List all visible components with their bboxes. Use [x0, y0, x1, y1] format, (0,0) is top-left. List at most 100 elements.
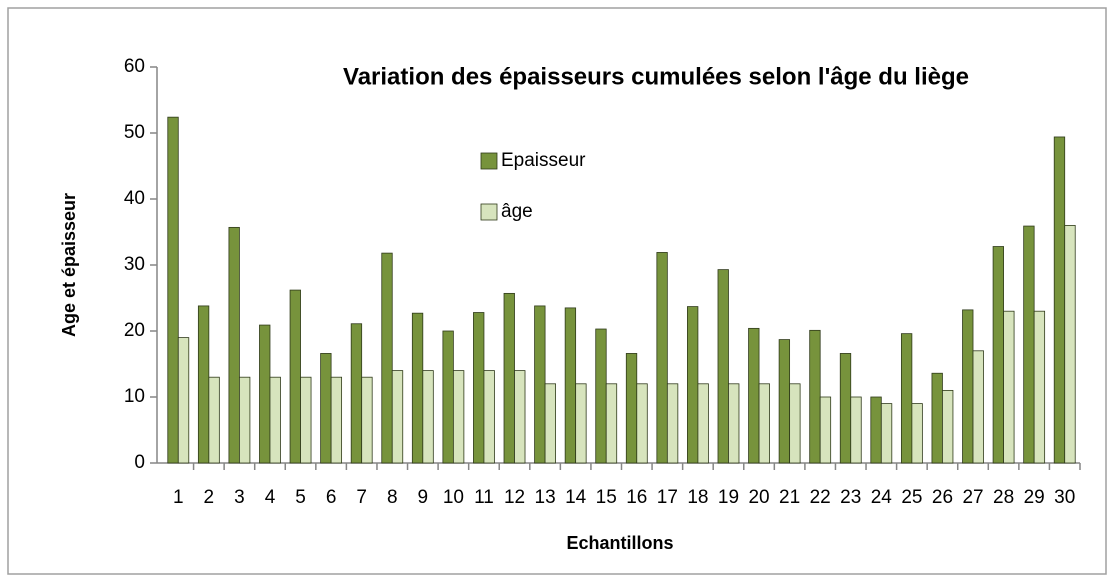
bar	[452, 370, 465, 464]
y-tick-label: 0	[134, 452, 145, 473]
bar	[197, 305, 210, 464]
y-tick-label: 10	[124, 386, 145, 407]
x-tick-label: 1	[173, 487, 184, 508]
bar	[850, 396, 862, 464]
x-tick-label: 27	[962, 487, 983, 508]
bar	[177, 337, 190, 464]
y-tick-label: 60	[124, 56, 145, 77]
x-tick-label: 21	[779, 487, 800, 508]
bar	[208, 376, 220, 464]
bar	[839, 353, 852, 464]
x-tick-label: 23	[840, 487, 861, 508]
legend-label: Epaisseur	[501, 150, 586, 171]
bar	[381, 252, 393, 464]
bar	[534, 305, 546, 464]
x-tick-label: 16	[626, 487, 647, 508]
bar	[300, 376, 312, 464]
bar	[330, 376, 343, 464]
x-tick-label: 29	[1024, 487, 1045, 508]
bar	[778, 339, 791, 464]
bar	[870, 396, 882, 464]
x-tick-label: 18	[687, 487, 708, 508]
x-tick-label: 2	[204, 487, 215, 508]
bar	[880, 403, 893, 464]
bar	[320, 353, 332, 464]
bar	[666, 383, 679, 464]
bar	[962, 309, 974, 464]
x-tick-label: 6	[326, 487, 337, 508]
bar	[1033, 310, 1046, 464]
bar	[473, 312, 485, 464]
legend-swatch	[480, 203, 498, 221]
bar	[758, 383, 770, 464]
x-tick-label: 7	[356, 487, 367, 508]
bar	[269, 376, 281, 464]
x-tick-label: 9	[418, 487, 429, 508]
bar	[931, 372, 943, 464]
bar	[605, 383, 618, 464]
bar	[636, 383, 648, 464]
bar	[656, 252, 668, 464]
x-tick-label: 14	[565, 487, 587, 508]
bar	[544, 383, 556, 464]
x-tick-label: 22	[810, 487, 831, 508]
bar	[391, 370, 404, 464]
x-tick-label: 10	[443, 487, 464, 508]
x-tick-label: 3	[234, 487, 245, 508]
bar	[728, 383, 740, 464]
bar	[361, 376, 373, 464]
bar	[1023, 225, 1035, 464]
y-tick-label: 50	[124, 122, 145, 143]
bar	[239, 376, 251, 464]
x-tick-label: 25	[901, 487, 922, 508]
x-tick-label: 11	[474, 487, 494, 508]
x-tick-label: 4	[265, 487, 276, 508]
bar	[503, 292, 515, 464]
bar	[259, 324, 271, 464]
x-tick-label: 24	[871, 487, 893, 508]
bar	[748, 327, 760, 464]
bar	[809, 329, 821, 464]
bar	[687, 306, 699, 464]
bar	[942, 389, 954, 464]
chart-title: Variation des épaisseurs cumulées selon …	[343, 63, 969, 90]
bar	[697, 383, 709, 464]
bar	[228, 226, 240, 464]
x-tick-label: 20	[748, 487, 769, 508]
x-tick-label: 30	[1054, 487, 1075, 508]
bar	[900, 333, 913, 464]
bar	[819, 396, 832, 464]
bar	[514, 370, 526, 464]
bar	[1064, 224, 1076, 464]
chart-frame	[7, 7, 1107, 575]
bar	[625, 353, 638, 464]
bar	[167, 116, 179, 464]
bar	[1003, 310, 1015, 464]
bar	[911, 403, 923, 464]
bar	[1053, 136, 1066, 464]
x-tick-label: 13	[535, 487, 556, 508]
x-tick-label: 15	[596, 487, 617, 508]
legend-swatch	[480, 152, 498, 170]
bar	[575, 383, 587, 464]
x-tick-label: 8	[387, 487, 398, 508]
legend-label: âge	[501, 201, 533, 222]
x-axis-label: Echantillons	[566, 533, 673, 553]
bar	[789, 383, 801, 464]
bar	[972, 350, 984, 464]
y-tick-label: 20	[124, 320, 145, 341]
x-tick-label: 19	[718, 487, 739, 508]
x-tick-label: 28	[993, 487, 1014, 508]
bar	[595, 328, 607, 464]
bar	[717, 269, 729, 464]
bar	[422, 370, 434, 464]
bar	[483, 370, 495, 464]
y-axis-label: Age et épaisseur	[59, 193, 79, 337]
x-tick-label: 17	[657, 487, 678, 508]
x-tick-label: 26	[932, 487, 953, 508]
y-tick-label: 40	[124, 188, 145, 209]
bar	[564, 307, 577, 464]
bar	[992, 246, 1004, 464]
y-tick-label: 30	[124, 254, 145, 275]
